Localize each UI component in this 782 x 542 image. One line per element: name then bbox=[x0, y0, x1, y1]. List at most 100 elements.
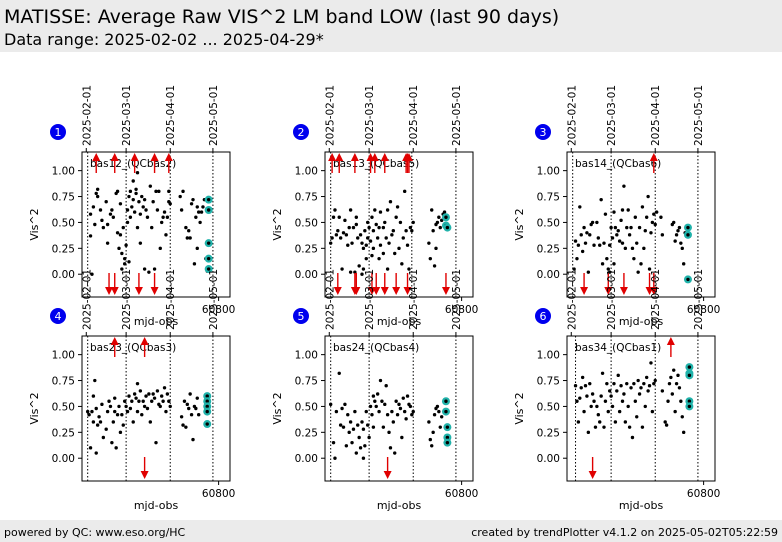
data-point bbox=[642, 246, 646, 251]
y-tick-label: 0.75 bbox=[537, 192, 560, 204]
data-point bbox=[427, 241, 431, 245]
data-point bbox=[354, 215, 359, 219]
plot-area: bas34_(QCbas1) bbox=[573, 336, 699, 481]
data-point bbox=[395, 205, 400, 209]
data-point bbox=[626, 404, 630, 409]
data-point bbox=[679, 399, 683, 403]
baseline-label: bas24_(QCbas4) bbox=[333, 342, 419, 354]
data-point bbox=[397, 402, 401, 407]
arrow-up-head bbox=[380, 153, 389, 161]
data-point bbox=[365, 236, 370, 240]
data-point bbox=[663, 420, 667, 424]
data-point bbox=[94, 406, 98, 411]
date-tick-label: 2025-04-01 bbox=[408, 269, 420, 330]
panel-1: bas12_(QCbas2)0.000.250.500.751.00608002… bbox=[28, 85, 235, 328]
data-point bbox=[358, 233, 363, 237]
latest-data-point bbox=[686, 233, 690, 237]
arrow-down-head bbox=[580, 287, 589, 295]
data-point bbox=[132, 392, 137, 396]
data-point bbox=[124, 404, 128, 409]
data-point bbox=[681, 430, 686, 435]
data-point bbox=[609, 394, 613, 398]
data-point bbox=[596, 236, 601, 240]
arrow-up-head bbox=[130, 153, 139, 161]
data-point bbox=[90, 272, 94, 276]
data-point bbox=[578, 396, 582, 400]
data-point bbox=[161, 399, 165, 403]
data-point bbox=[147, 392, 151, 396]
data-point bbox=[101, 435, 106, 440]
data-point bbox=[338, 423, 343, 427]
y-axis-label: Vis^2 bbox=[271, 208, 284, 240]
data-point bbox=[650, 409, 655, 414]
plot-area: bas14_(QCbas6) bbox=[572, 152, 699, 297]
arrow-up-head bbox=[666, 337, 675, 345]
x-tick-label: 60800 bbox=[687, 488, 720, 500]
data-point bbox=[598, 420, 602, 424]
arrow-up-head bbox=[140, 337, 149, 345]
x-axis-label: mjd-obs bbox=[377, 315, 422, 328]
data-point bbox=[680, 246, 684, 251]
data-point bbox=[592, 399, 596, 403]
data-point bbox=[124, 243, 128, 247]
data-point bbox=[168, 404, 172, 409]
data-point bbox=[582, 409, 586, 414]
data-point bbox=[592, 243, 596, 247]
data-point bbox=[354, 222, 359, 227]
data-point bbox=[110, 440, 114, 445]
x-tick-label: 60800 bbox=[445, 304, 478, 316]
data-point bbox=[377, 409, 381, 414]
arrow-down-head bbox=[105, 287, 114, 295]
data-point bbox=[147, 270, 151, 274]
data-point bbox=[331, 215, 336, 219]
panel-4: bas23_(QCbas3)0.000.250.500.751.00608002… bbox=[28, 269, 235, 512]
data-point bbox=[368, 404, 373, 409]
data-point bbox=[148, 420, 153, 424]
data-point bbox=[576, 243, 581, 247]
latest-data-point bbox=[205, 409, 209, 414]
plot-frame bbox=[81, 335, 231, 482]
data-point bbox=[435, 404, 440, 409]
data-point bbox=[164, 233, 168, 237]
data-point bbox=[333, 208, 337, 212]
data-point bbox=[145, 406, 150, 411]
y-tick-label: 0.00 bbox=[537, 269, 560, 281]
data-point bbox=[148, 184, 153, 188]
data-point bbox=[431, 430, 435, 435]
data-point bbox=[385, 413, 390, 417]
y-tick-label: 0.00 bbox=[52, 269, 75, 281]
latest-data-point bbox=[687, 365, 692, 369]
data-point bbox=[199, 210, 204, 214]
data-point bbox=[356, 423, 360, 427]
data-point bbox=[629, 225, 633, 230]
data-point bbox=[100, 218, 104, 223]
arrow-up-head bbox=[164, 153, 173, 161]
arrow-down-head bbox=[140, 471, 149, 479]
data-point bbox=[643, 404, 647, 409]
y-tick-label: 0.50 bbox=[537, 217, 560, 229]
data-point bbox=[344, 233, 349, 237]
data-point bbox=[195, 205, 199, 209]
data-point bbox=[198, 220, 202, 225]
plot-frame bbox=[81, 151, 231, 298]
data-point bbox=[654, 210, 659, 214]
y-axis-label: Vis^2 bbox=[28, 208, 41, 240]
data-point bbox=[393, 251, 397, 256]
data-point bbox=[401, 236, 405, 240]
data-point bbox=[612, 381, 616, 386]
y-tick-label: 0.50 bbox=[52, 401, 75, 413]
data-point bbox=[137, 200, 141, 204]
panel-5: bas24_(QCbas4)0.000.250.500.751.00608002… bbox=[271, 269, 478, 512]
data-point bbox=[334, 233, 339, 237]
data-point bbox=[343, 218, 347, 223]
data-point bbox=[118, 233, 123, 237]
data-point bbox=[410, 413, 414, 417]
data-point bbox=[188, 392, 192, 396]
data-point bbox=[134, 191, 138, 196]
data-point bbox=[188, 236, 192, 240]
x-axis-label: mjd-obs bbox=[619, 315, 664, 328]
data-point bbox=[120, 251, 124, 256]
data-point bbox=[138, 241, 143, 245]
latest-data-point bbox=[687, 399, 692, 403]
data-point bbox=[387, 430, 391, 435]
